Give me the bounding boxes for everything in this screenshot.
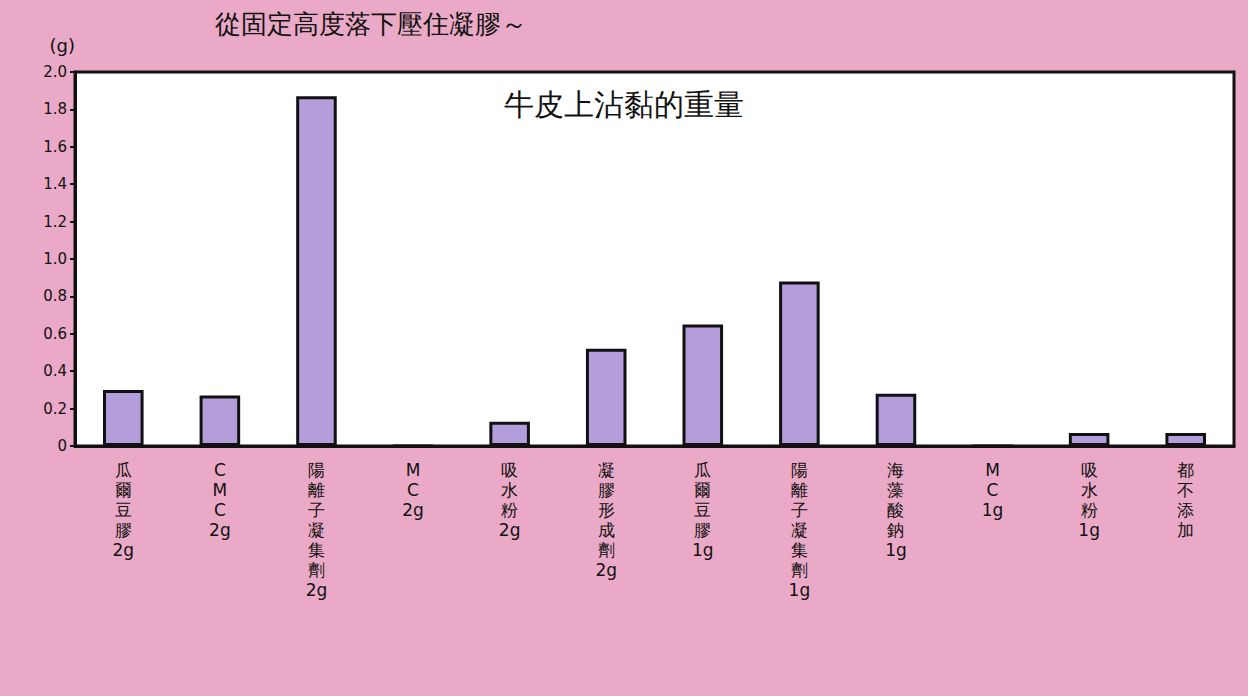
svg-text:2g: 2g	[112, 540, 134, 560]
svg-text:1.6: 1.6	[43, 138, 67, 156]
svg-text:爾: 爾	[115, 480, 132, 500]
svg-text:凝: 凝	[308, 520, 325, 540]
svg-text:1g: 1g	[692, 540, 714, 560]
svg-text:都: 都	[1177, 460, 1194, 480]
svg-text:膠: 膠	[598, 480, 615, 500]
svg-text:1.4: 1.4	[43, 175, 67, 193]
svg-text:劑: 劑	[791, 560, 808, 580]
svg-text:集: 集	[791, 540, 808, 560]
svg-text:瓜: 瓜	[115, 460, 132, 480]
svg-text:0.6: 0.6	[43, 325, 67, 343]
svg-text:1.0: 1.0	[43, 250, 67, 268]
svg-text:吸: 吸	[1081, 460, 1098, 480]
svg-text:劑: 劑	[598, 540, 615, 560]
svg-text:凝: 凝	[791, 520, 808, 540]
svg-text:爾: 爾	[694, 480, 711, 500]
svg-text:離: 離	[791, 480, 808, 500]
svg-text:集: 集	[308, 540, 325, 560]
svg-text:1g: 1g	[982, 500, 1004, 520]
svg-text:子: 子	[791, 500, 808, 520]
svg-text:粉: 粉	[1081, 500, 1098, 520]
svg-text:牛皮上沾黏的重量: 牛皮上沾黏的重量	[504, 87, 744, 122]
svg-text:粉: 粉	[501, 500, 518, 520]
svg-text:2g: 2g	[499, 520, 521, 540]
svg-text:C: C	[214, 460, 226, 480]
svg-text:水: 水	[1081, 480, 1098, 500]
svg-text:1g: 1g	[1078, 520, 1100, 540]
svg-text:0.4: 0.4	[43, 362, 67, 380]
svg-text:1g: 1g	[789, 580, 811, 600]
svg-text:C: C	[407, 480, 419, 500]
svg-text:2g: 2g	[595, 560, 617, 580]
svg-text:膠: 膠	[115, 520, 132, 540]
svg-text:C: C	[214, 500, 226, 520]
svg-text:2g: 2g	[402, 500, 424, 520]
svg-text:從固定高度落下壓住凝膠～: 從固定高度落下壓住凝膠～	[215, 9, 527, 39]
svg-text:2g: 2g	[306, 580, 328, 600]
svg-text:添: 添	[1177, 500, 1194, 520]
svg-text:劑: 劑	[308, 560, 325, 580]
svg-text:M: M	[213, 480, 228, 500]
svg-text:形: 形	[598, 500, 615, 520]
svg-text:M: M	[406, 460, 421, 480]
svg-text:(g): (g)	[50, 35, 75, 56]
svg-text:離: 離	[308, 480, 325, 500]
svg-text:陽: 陽	[791, 460, 808, 480]
svg-text:1g: 1g	[885, 540, 907, 560]
svg-text:1.8: 1.8	[43, 100, 67, 118]
svg-text:豆: 豆	[115, 500, 132, 520]
svg-text:陽: 陽	[308, 460, 325, 480]
svg-text:子: 子	[308, 500, 325, 520]
svg-text:吸: 吸	[501, 460, 518, 480]
svg-text:0: 0	[57, 437, 67, 455]
svg-text:海: 海	[887, 460, 904, 480]
svg-text:0.8: 0.8	[43, 287, 67, 305]
svg-text:豆: 豆	[694, 500, 711, 520]
svg-text:C: C	[987, 480, 999, 500]
svg-text:水: 水	[501, 480, 518, 500]
svg-text:不: 不	[1177, 480, 1194, 500]
svg-text:膠: 膠	[694, 520, 711, 540]
svg-text:酸: 酸	[887, 500, 904, 520]
svg-text:鈉: 鈉	[887, 520, 904, 540]
svg-text:瓜: 瓜	[694, 460, 711, 480]
svg-text:凝: 凝	[598, 460, 615, 480]
svg-text:1.2: 1.2	[43, 213, 67, 231]
svg-text:成: 成	[598, 520, 615, 540]
svg-text:藻: 藻	[887, 480, 904, 500]
svg-text:加: 加	[1177, 520, 1194, 540]
svg-text:2.0: 2.0	[43, 63, 67, 81]
svg-text:2g: 2g	[209, 520, 231, 540]
svg-text:M: M	[985, 460, 1000, 480]
svg-text:0.2: 0.2	[43, 400, 67, 418]
